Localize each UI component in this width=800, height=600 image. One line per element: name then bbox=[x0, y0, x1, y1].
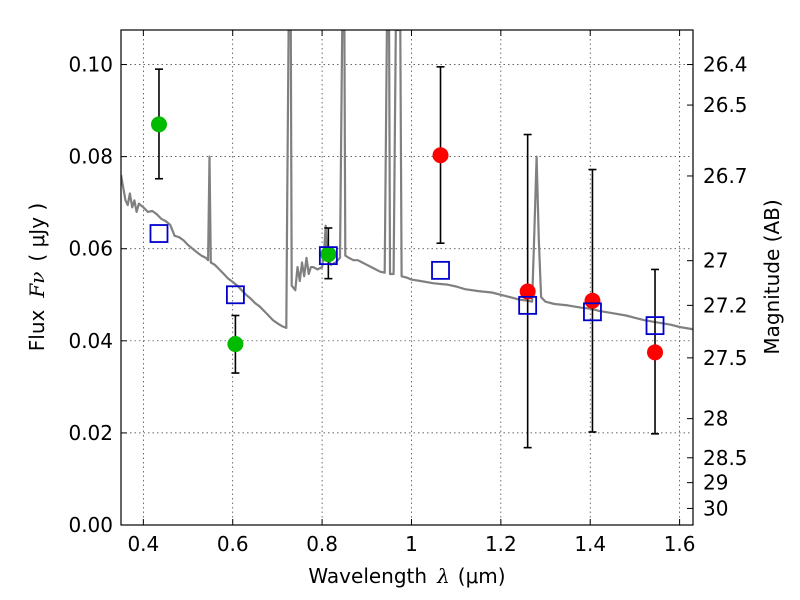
model-point bbox=[318, 246, 338, 266]
y-axis-title-unit: ( μJy ) bbox=[25, 203, 49, 262]
data-point bbox=[150, 116, 167, 133]
plot-frame bbox=[120, 29, 694, 526]
y2-tick-label: 28 bbox=[703, 407, 728, 431]
y2-tick-label: 28.5 bbox=[703, 446, 748, 470]
y2-tick-label: 26.7 bbox=[703, 164, 748, 188]
marker-layer bbox=[149, 116, 665, 361]
y-axis-title-symbol: Fν bbox=[25, 272, 49, 299]
y2-tick-label: 27 bbox=[703, 249, 728, 273]
model-point bbox=[149, 224, 169, 243]
x-tick-label: 1 bbox=[405, 532, 418, 556]
data-point bbox=[519, 283, 536, 300]
model-point bbox=[583, 302, 602, 322]
y2-axis-title: Magnitude (AB) bbox=[760, 199, 784, 354]
y-tick-label: 0.08 bbox=[68, 145, 113, 169]
x-tick-label: 1.4 bbox=[574, 532, 606, 556]
x-axis-title-symbol: λ bbox=[436, 564, 450, 588]
x-tick-label: 0.8 bbox=[306, 532, 338, 556]
tick-layer: 0.4 0.6 0.8 1 1.2 1.4 1.6 0.00 0.02 0.04 0.06 0.08 0… bbox=[68, 30, 748, 556]
data-point bbox=[227, 336, 244, 353]
x-tick-label: 0.6 bbox=[217, 532, 249, 556]
y-tick-label: 0.00 bbox=[68, 513, 113, 537]
x-tick-label: 1.2 bbox=[485, 532, 517, 556]
x-tick-label: 1.6 bbox=[664, 532, 696, 556]
data-point bbox=[647, 344, 664, 361]
model-point bbox=[431, 260, 450, 280]
y-tick-label: 0.04 bbox=[68, 329, 113, 353]
y2-tick-label: 26.4 bbox=[703, 53, 748, 77]
y2-tick-label: 29 bbox=[703, 471, 728, 495]
x-axis-title-unit: (μm) bbox=[458, 564, 506, 588]
y-tick-label: 0.10 bbox=[68, 53, 113, 77]
y-tick-label: 0.06 bbox=[68, 237, 113, 261]
data-point bbox=[584, 292, 601, 309]
y-axis-title-text: Flux bbox=[25, 309, 49, 351]
data-point bbox=[432, 147, 449, 164]
y-axis-title: Flux Fν ( μJy ) bbox=[25, 203, 49, 351]
y-tick-label: 0.02 bbox=[68, 421, 113, 445]
x-tick-label: 0.4 bbox=[127, 532, 159, 556]
y2-tick-label: 30 bbox=[703, 496, 728, 520]
y2-tick-label: 26.5 bbox=[703, 93, 748, 117]
x-axis-title-text: Wavelength bbox=[308, 564, 427, 588]
x-axis-title: Wavelength λ (μm) bbox=[308, 564, 505, 588]
y2-tick-label: 27.2 bbox=[703, 293, 748, 317]
model-point bbox=[645, 316, 665, 336]
y2-tick-label: 27.5 bbox=[703, 346, 748, 370]
model-point bbox=[225, 285, 245, 305]
model-point bbox=[518, 295, 538, 315]
data-point bbox=[320, 246, 337, 263]
